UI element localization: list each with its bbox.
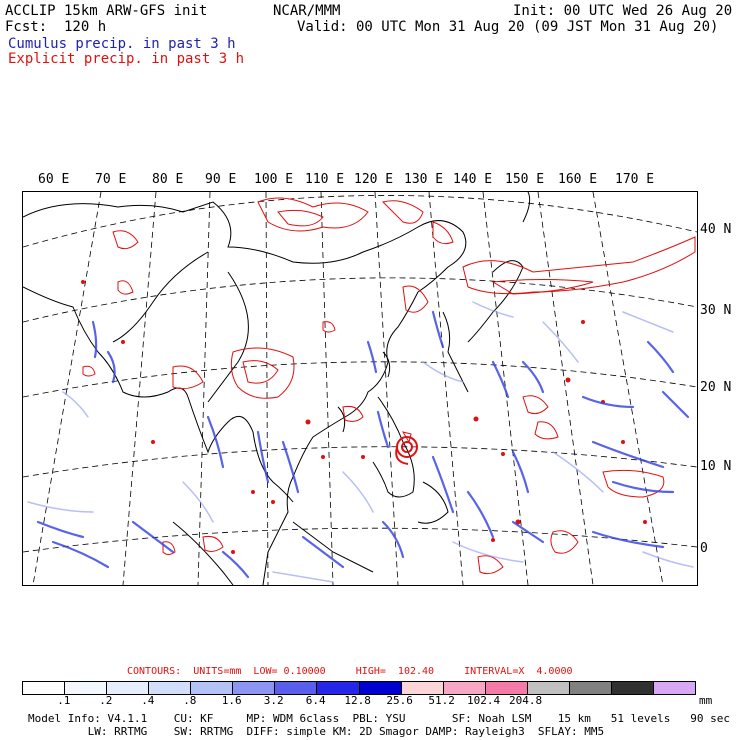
lon-label-110e: 110 E (305, 172, 345, 187)
forecast-hour: Fcst: 120 h (5, 19, 107, 35)
explicit-precip-dots (81, 280, 647, 554)
colorbar-unit: mm (699, 694, 713, 707)
colorbar-swatch-6 (275, 682, 318, 694)
colorbar-tick-9: 51.2 (428, 694, 455, 707)
coastlines (23, 192, 531, 585)
colorbar-tick-3: .8 (183, 694, 197, 707)
colorbar-swatch-12 (527, 682, 570, 694)
colorbar-swatch-10 (443, 682, 486, 694)
precip-map (22, 191, 698, 586)
valid-time: Valid: 00 UTC Mon 31 Aug 20 (09 JST Mon … (297, 19, 719, 35)
lon-label-150e: 150 E (505, 172, 545, 187)
lon-label-80e: 80 E (152, 172, 184, 187)
colorbar-tick-2: .4 (141, 694, 155, 707)
colorbar-swatch-2 (107, 682, 150, 694)
lat-label-0: 0 (700, 541, 708, 556)
colorbar-swatch-15 (653, 682, 695, 694)
colorbar-tick-7: 12.8 (344, 694, 371, 707)
lon-label-70e: 70 E (95, 172, 127, 187)
lon-label-130e: 130 E (404, 172, 444, 187)
lon-label-100e: 100 E (254, 172, 294, 187)
colorbar-swatch-3 (149, 682, 192, 694)
colorbar-tick-1: .2 (99, 694, 113, 707)
meridian-lines (32, 192, 664, 585)
colorbar-swatch-1 (65, 682, 108, 694)
colorbar-swatch-4 (191, 682, 234, 694)
colorbar-swatch-0 (23, 682, 66, 694)
colorbar-swatch-14 (611, 682, 654, 694)
lon-label-90e: 90 E (205, 172, 237, 187)
colorbar-swatch-5 (233, 682, 276, 694)
typhoon-rainband (395, 436, 418, 465)
init-time: Init: 00 UTC Wed 26 Aug 20 (513, 3, 733, 19)
colorbar-swatch-9 (401, 682, 444, 694)
explicit-precip (82, 197, 696, 575)
model-title: ACCLIP 15km ARW-GFS init (5, 3, 208, 19)
colorbar-tick-11: 204.8 (509, 694, 543, 707)
cumulus-precip-light (27, 301, 694, 583)
lon-label-140e: 140 E (453, 172, 493, 187)
lat-label-10n: 10 N (700, 459, 732, 474)
lat-label-30n: 30 N (700, 303, 732, 318)
colorbar-swatch-13 (569, 682, 612, 694)
contour-info: CONTOURS: UNITS=mm LOW= 0.10000 HIGH= 10… (127, 666, 573, 677)
colorbar-tick-5: 3.2 (263, 694, 284, 707)
lat-label-20n: 20 N (700, 380, 732, 395)
colorbar (22, 681, 696, 695)
model-info-line2: LW: RRTMG SW: RRTMG DIFF: simple KM: 2D … (28, 725, 605, 738)
colorbar-swatch-11 (485, 682, 528, 694)
colorbar-tick-10: 102.4 (467, 694, 501, 707)
parallel-lines (23, 195, 697, 553)
lon-label-120e: 120 E (354, 172, 394, 187)
colorbar-tick-6: 6.4 (305, 694, 326, 707)
colorbar-tick-0: .1 (57, 694, 71, 707)
legend-cumulus: Cumulus precip. in past 3 h (8, 36, 236, 52)
lon-label-160e: 160 E (558, 172, 598, 187)
lat-label-40n: 40 N (700, 222, 732, 237)
organization: NCAR/MMM (273, 3, 341, 19)
colorbar-swatch-8 (359, 682, 402, 694)
colorbar-swatch-7 (317, 682, 360, 694)
lon-label-170e: 170 E (615, 172, 655, 187)
model-info-line1: Model Info: V4.1.1 CU: KF MP: WDM 6class… (28, 712, 730, 725)
cumulus-precip (36, 310, 690, 579)
colorbar-tick-4: 1.6 (221, 694, 242, 707)
lon-label-60e: 60 E (38, 172, 70, 187)
colorbar-tick-8: 25.6 (386, 694, 413, 707)
legend-explicit: Explicit precip. in past 3 h (8, 51, 245, 67)
